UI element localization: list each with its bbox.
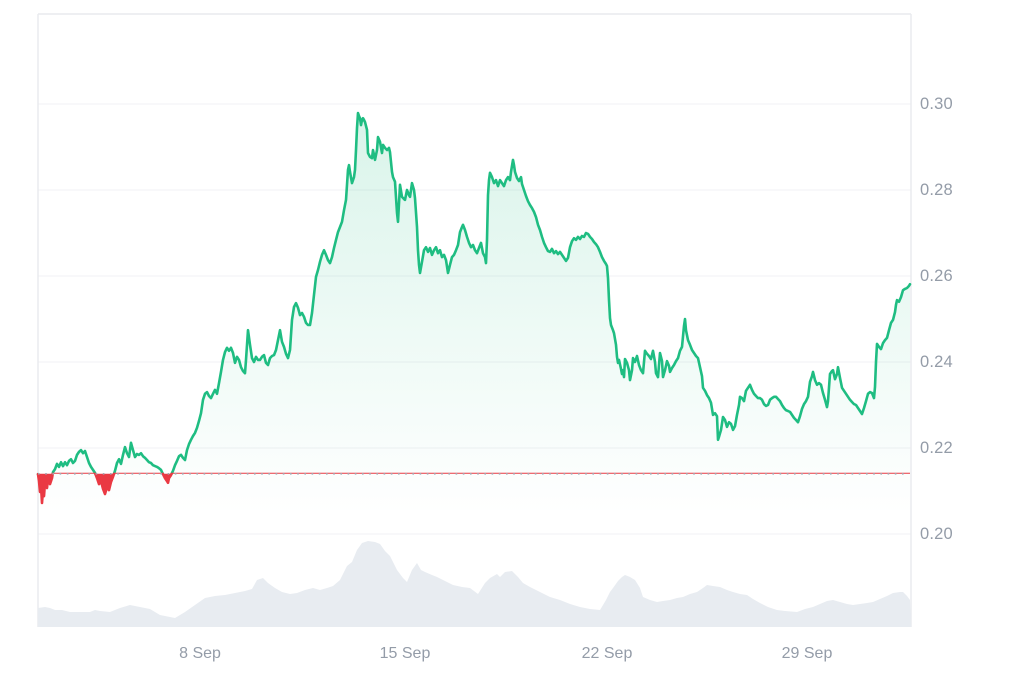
- y-axis-tick-label: 0.28: [920, 181, 953, 199]
- y-axis-tick-label: 0.24: [920, 353, 953, 371]
- x-axis-tick-label: 29 Sep: [781, 645, 833, 662]
- y-axis-tick-label: 0.20: [920, 525, 953, 543]
- y-axis-tick-label: 0.22: [920, 439, 953, 457]
- x-axis-tick-label: 8 Sep: [179, 645, 221, 662]
- y-axis-tick-label: 0.26: [920, 267, 953, 285]
- price-area-fill: [38, 113, 910, 627]
- price-line-up: [36, 111, 912, 475]
- x-axis-tick-label: 22 Sep: [581, 645, 633, 662]
- x-axis-tick-label: 15 Sep: [379, 645, 431, 662]
- y-axis-tick-label: 0.30: [920, 95, 953, 113]
